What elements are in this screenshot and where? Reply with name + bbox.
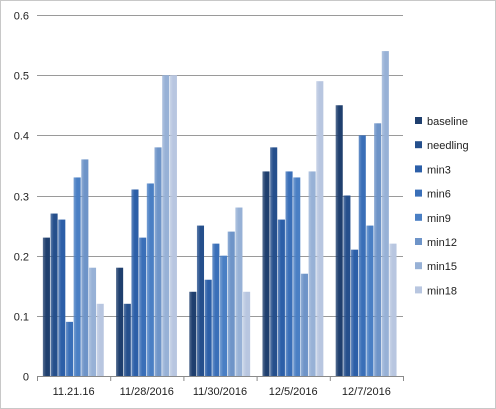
bar-min18 [316,81,324,377]
bar-needling [123,303,131,376]
bar-min12 [81,159,89,376]
bar-needling [270,147,278,376]
bar-min18 [389,243,397,376]
bar-min9 [366,225,374,376]
legend: baseline needling min3 min6 min9 min12 min15 mi… [415,116,469,297]
bar-needling [50,213,58,376]
bar-min12 [374,123,382,376]
bar-min3 [204,279,212,376]
bar-baseline [189,291,197,376]
bar-baseline [335,105,343,376]
bar-baseline [116,267,124,376]
legend-swatch [415,262,422,270]
bars [42,51,397,377]
bar-min18 [243,291,251,376]
bar-min12 [154,147,162,376]
axis-labels: 0 0.1 0.2 0.3 0.4 0.5 0.6 11.21.16 11/28/2016 11/… [14,11,391,399]
bar-baseline [262,171,270,376]
bar-min9 [293,177,301,376]
legend-label: min9 [427,213,451,225]
y-tick-label: 0.6 [14,11,29,23]
y-tick-label: 0.4 [14,131,29,143]
bar-min6 [212,243,220,376]
bar-min15 [235,207,243,376]
bar-min15 [162,75,170,377]
legend-swatch [415,141,422,149]
bar-min6 [139,237,147,376]
bar-min15 [88,267,97,376]
y-tick-label: 0 [23,372,29,384]
legend-swatch [415,286,422,294]
bar-min3 [351,249,359,376]
legend-label: min12 [427,237,457,249]
bar-min9 [73,177,81,376]
x-tick-label: 11/30/2016 [193,386,247,398]
bar-min12 [227,231,235,376]
legend-swatch [415,117,422,124]
bar-min9 [220,255,228,376]
legend-label: min3 [427,164,451,176]
legend-swatch [415,238,422,245]
bar-needling [196,225,205,376]
legend-swatch [415,165,422,173]
bar-min15 [308,171,316,376]
bar-min18 [169,75,177,377]
legend-label: baseline [427,116,468,128]
legend-swatch [415,213,422,221]
bar-min3 [131,189,139,376]
y-tick-label: 0.1 [14,312,29,324]
legend-label: min15 [427,261,457,273]
x-tick-label: 11/28/2016 [120,386,174,398]
axes [37,376,404,381]
bar-min3 [58,219,66,376]
y-tick-label: 0.5 [14,71,29,83]
bar-min3 [277,219,285,376]
y-tick-label: 0.3 [14,192,29,204]
legend-swatch [415,189,422,197]
bar-min6 [65,321,73,376]
bar-needling [343,195,351,376]
bar-min15 [381,51,389,376]
bar-min6 [358,135,366,376]
legend-label: min6 [427,189,451,201]
legend-label: min18 [427,285,457,297]
bar-min18 [96,303,104,376]
bar-min9 [146,183,154,376]
bar-min6 [285,171,293,376]
bar-baseline [42,237,50,376]
x-tick-label: 12/5/2016 [269,386,318,398]
x-tick-label: 12/7/2016 [342,386,391,398]
bar-min12 [300,273,308,376]
y-tick-label: 0.2 [14,252,29,264]
x-tick-label: 11.21.16 [53,386,95,398]
legend-label: needling [427,140,469,152]
